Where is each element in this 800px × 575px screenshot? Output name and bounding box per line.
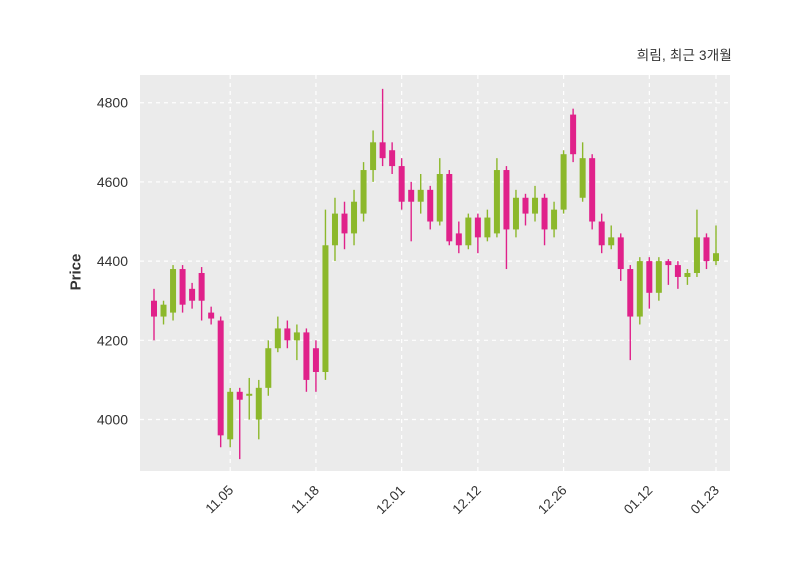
candle-body [351, 201, 358, 234]
x-tick-label: 11.05 [203, 483, 237, 517]
candle-body [408, 189, 415, 202]
candle-body [579, 158, 586, 198]
candle-body [713, 253, 719, 262]
candle-body [455, 233, 462, 246]
candle-body [360, 170, 367, 214]
candle-body [312, 348, 319, 372]
candle-body [217, 320, 224, 436]
candle-body [551, 209, 558, 230]
y-tick-label: 4200 [97, 332, 128, 348]
candle-body [370, 142, 377, 171]
x-tick-label: 12.12 [449, 483, 484, 518]
y-tick-label: 4000 [97, 412, 128, 428]
candle-body [389, 150, 396, 167]
candle-body [522, 197, 529, 214]
candle-body [589, 158, 596, 222]
candle-body [274, 328, 281, 349]
candle-body [636, 261, 643, 317]
candle-body [379, 142, 386, 159]
candle-body [265, 348, 272, 388]
candle-body [512, 197, 519, 230]
candle-body [331, 213, 338, 246]
candle-body [684, 273, 691, 277]
candle-body [617, 237, 624, 270]
candle-body [436, 174, 443, 222]
candle-body [665, 261, 672, 266]
candle-body [608, 237, 615, 246]
chart-title: 희림, 최근 3개월 [636, 48, 732, 63]
candle-body [255, 387, 262, 420]
candle-body [465, 217, 472, 246]
candle-body [151, 300, 157, 317]
candle-body [427, 189, 434, 222]
candle-body [179, 269, 186, 305]
y-tick-label: 4800 [97, 95, 128, 111]
candle-body [398, 166, 405, 202]
candle-body [484, 217, 491, 238]
candle-body [293, 332, 300, 341]
candle-body [627, 269, 634, 317]
x-tick-label: 12.26 [535, 483, 570, 518]
candle-body [703, 237, 710, 262]
candle-body [160, 304, 167, 317]
candle-body [227, 391, 234, 440]
candle-body [208, 312, 215, 319]
x-tick-label: 01.23 [688, 483, 723, 518]
x-tick-label: 01.12 [621, 483, 656, 518]
candle-body [322, 245, 329, 372]
candle-body [646, 261, 653, 293]
candle-body [198, 273, 205, 301]
candle-body [541, 197, 548, 230]
candle-body [503, 170, 510, 230]
candle-body [303, 332, 310, 380]
y-axis-label: Price [67, 253, 85, 291]
candle-body [598, 221, 605, 246]
candle-body [417, 189, 424, 202]
candle-body [560, 154, 567, 210]
x-tick-label: 12.01 [373, 483, 408, 518]
candle-body [693, 237, 700, 273]
candle-body [284, 328, 291, 341]
candle-body [674, 265, 681, 277]
candle-body [474, 217, 481, 238]
candle-body [246, 393, 253, 396]
candle-body [493, 170, 500, 234]
candle-body [655, 261, 662, 293]
candle-body [532, 197, 539, 214]
candle-body [570, 114, 577, 155]
candle-body [446, 174, 453, 242]
x-tick-label: 11.18 [288, 483, 322, 517]
candle-body [189, 288, 196, 301]
candle-body [341, 213, 348, 234]
y-tick-label: 4400 [97, 253, 128, 269]
candle-body [236, 391, 243, 400]
candle-body [170, 269, 177, 313]
y-tick-label: 4600 [97, 174, 128, 190]
